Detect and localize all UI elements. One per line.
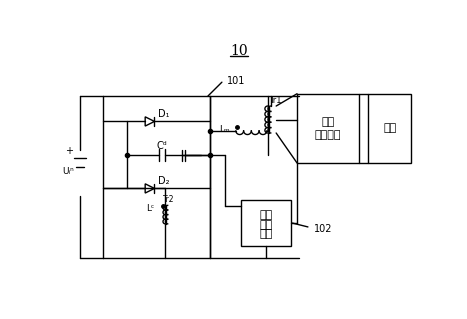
Text: 整流: 整流 bbox=[321, 117, 335, 127]
Text: 102: 102 bbox=[314, 224, 333, 234]
Text: D₁: D₁ bbox=[158, 109, 170, 119]
Text: Tr2: Tr2 bbox=[163, 196, 175, 204]
Text: +: + bbox=[65, 146, 73, 157]
Text: Uᵢⁿ: Uᵢⁿ bbox=[62, 167, 73, 176]
Text: Tr1: Tr1 bbox=[269, 96, 282, 105]
Text: 10: 10 bbox=[230, 44, 248, 58]
Text: 开关: 开关 bbox=[259, 219, 272, 230]
Bar bbox=[241, 200, 291, 246]
Bar bbox=[297, 94, 359, 163]
Text: Lₘ: Lₘ bbox=[219, 125, 230, 134]
Text: Cᵈ: Cᵈ bbox=[156, 141, 167, 151]
Text: 单向: 单向 bbox=[259, 210, 272, 220]
Text: D₂: D₂ bbox=[158, 176, 170, 186]
Text: 负载: 负载 bbox=[383, 123, 396, 133]
Text: Lᶜ: Lᶜ bbox=[146, 204, 154, 213]
Text: 滤波电路: 滤波电路 bbox=[315, 130, 341, 139]
Text: 101: 101 bbox=[227, 76, 246, 85]
Bar bbox=[368, 94, 411, 163]
Text: 电路: 电路 bbox=[259, 229, 272, 239]
